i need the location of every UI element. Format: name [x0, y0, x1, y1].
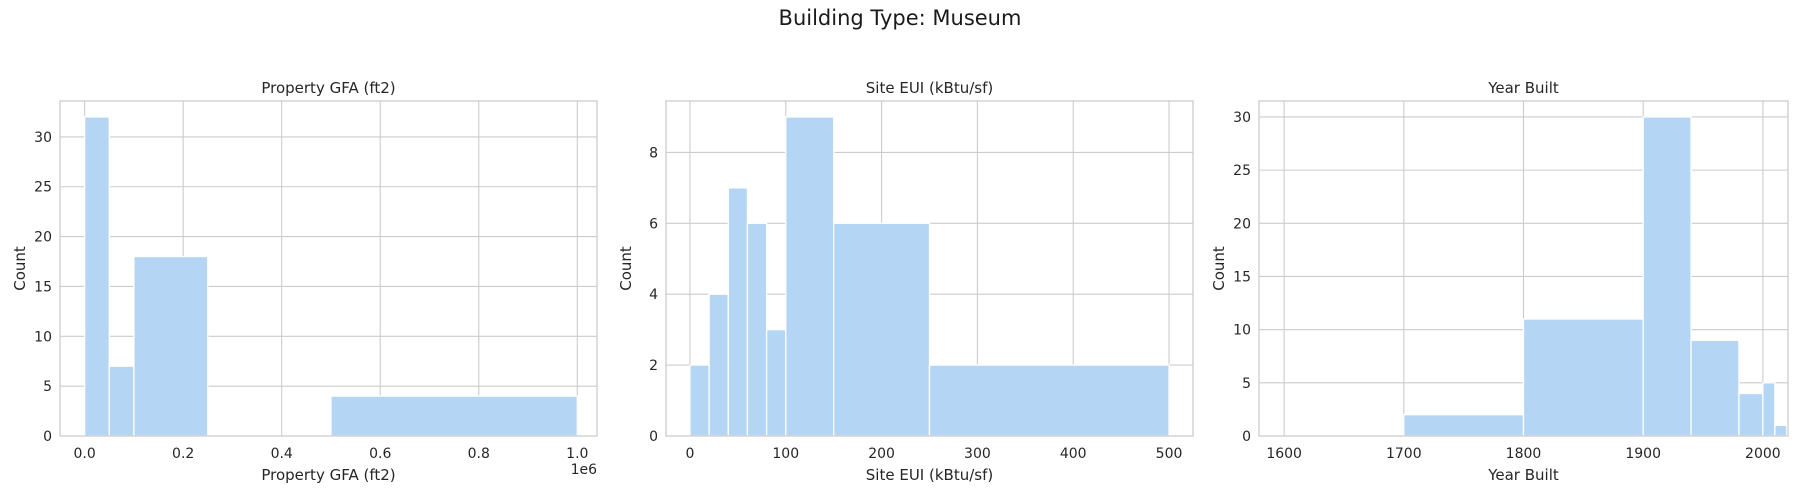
chart-3-title: Year Built	[1487, 79, 1559, 97]
chart-3-x-axis-label: Year Built	[1487, 466, 1559, 484]
chart-3-x-tick-label: 1800	[1506, 446, 1542, 462]
chart-3-y-tick-label: 30	[1233, 110, 1251, 126]
chart-1-x-tick-label: 0.0	[74, 446, 96, 462]
chart-2-histogram-bar	[928, 364, 1170, 437]
chart-3-y-tick-label: 0	[1242, 429, 1251, 445]
chart-2-histogram-bar	[708, 293, 729, 437]
chart-2-y-tick-label: 0	[649, 429, 658, 445]
chart-1-histogram-bar	[330, 395, 578, 437]
chart-1-x-tick-label: 0.6	[369, 446, 391, 462]
chart-1-y-tick-label: 0	[43, 429, 52, 445]
figure-title: Building Type: Museum	[778, 6, 1022, 30]
chart-3-y-tick-label: 5	[1242, 376, 1251, 392]
chart-2-x-tick-label: 0	[685, 446, 694, 462]
chart-1-x-offset-label: 1e6	[571, 462, 598, 478]
chart-3-y-tick-label: 25	[1233, 163, 1251, 179]
chart-2-y-tick-label: 2	[649, 358, 658, 374]
chart-1-histogram-bar	[108, 365, 135, 437]
chart-2-x-tick-label: 500	[1156, 446, 1183, 462]
chart-2-y-tick-label: 6	[649, 216, 658, 232]
chart-1-x-tick-label: 0.2	[172, 446, 194, 462]
chart-1-plot-frame	[59, 100, 598, 437]
chart-1-y-tick-label: 25	[34, 180, 52, 196]
chart-1-title: Property GFA (ft2)	[261, 79, 395, 97]
chart-3-y-axis-label: Count	[1210, 246, 1228, 291]
chart-2-x-tick-label: 300	[964, 446, 991, 462]
chart-3-x-tick-label: 1600	[1266, 446, 1302, 462]
chart-1-y-tick-label: 5	[43, 379, 52, 395]
chart-2-plot-frame	[665, 100, 1194, 437]
chart-2-histogram-bar	[727, 187, 749, 437]
chart-2-histogram-bar	[765, 329, 787, 437]
chart-3-y-tick-label: 15	[1233, 269, 1251, 285]
chart-1-histogram-bar	[133, 255, 209, 437]
chart-2-histogram-bar	[833, 222, 931, 437]
chart-3-plot-frame	[1258, 100, 1789, 437]
chart-3-histogram-bar	[1642, 116, 1692, 437]
chart-3-x-tick-label: 1700	[1386, 446, 1422, 462]
chart-1-y-tick-label: 10	[34, 329, 52, 345]
chart-2-histogram-bar	[785, 116, 835, 437]
chart-3-y-tick-label: 20	[1233, 216, 1251, 232]
chart-1-y-tick-label: 30	[34, 130, 52, 146]
chart-2-x-tick-label: 100	[772, 446, 799, 462]
chart-3-histogram-bar	[1522, 318, 1644, 437]
chart-1-y-axis-label: Count	[11, 246, 29, 291]
chart-3-x-tick-label: 1900	[1625, 446, 1661, 462]
chart-3-histogram-bar	[1738, 392, 1764, 437]
chart-2-y-axis-label: Count	[617, 246, 635, 291]
chart-3-histogram-bar	[1774, 424, 1788, 437]
chart-2-x-tick-label: 200	[868, 446, 895, 462]
chart-3-histogram-bar	[1403, 414, 1525, 437]
chart-1-x-axis-label: Property GFA (ft2)	[261, 466, 395, 484]
chart-1-y-tick-label: 15	[34, 279, 52, 295]
chart-3-y-tick-label: 10	[1233, 323, 1251, 339]
chart-1-x-tick-label: 0.4	[271, 446, 293, 462]
chart-2-x-tick-label: 400	[1060, 446, 1087, 462]
chart-1-histogram-bar	[83, 116, 110, 437]
chart-1-y-tick-label: 20	[34, 230, 52, 246]
chart-1-x-tick-label: 0.8	[468, 446, 490, 462]
chart-3-x-tick-label: 2000	[1745, 446, 1781, 462]
chart-2-x-axis-label: Site EUI (kBtu/sf)	[866, 466, 993, 484]
chart-2-y-tick-label: 4	[649, 287, 658, 303]
chart-1-x-tick-label: 1.0	[566, 446, 588, 462]
chart-3-histogram-bar	[1690, 339, 1740, 437]
chart-2-histogram-bar	[689, 364, 710, 437]
chart-2-histogram-bar	[746, 222, 768, 437]
chart-2-y-tick-label: 8	[649, 145, 658, 161]
chart-3-histogram-bar	[1762, 382, 1776, 437]
chart-2-title: Site EUI (kBtu/sf)	[866, 79, 993, 97]
